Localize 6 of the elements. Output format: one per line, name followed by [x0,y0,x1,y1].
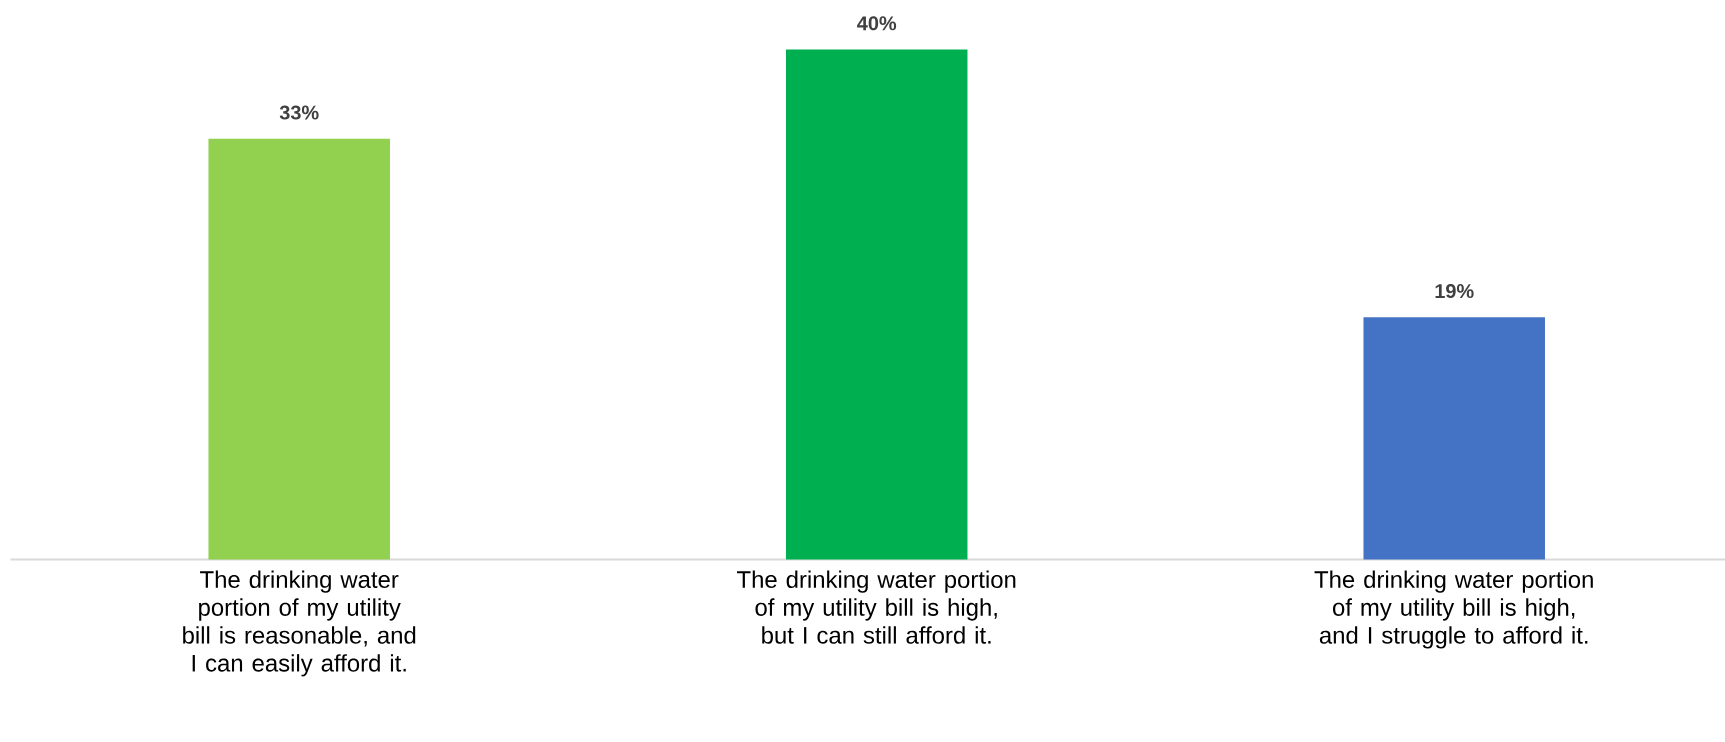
data-label: 40% [857,16,897,31]
x-tick-label: The drinking water portion of my utility bill is high, but I can still afford it. [737,570,1016,644]
x-tick-label: The drinking water portion of my utility bill is reasonable, and I can easily afford it. [183,570,416,677]
x-tick-label: The drinking water portion of my utility bill is high, and I struggle to afford it. [1314,570,1593,649]
data-label: 19% [1435,284,1474,299]
data-label: 33% [279,105,319,120]
